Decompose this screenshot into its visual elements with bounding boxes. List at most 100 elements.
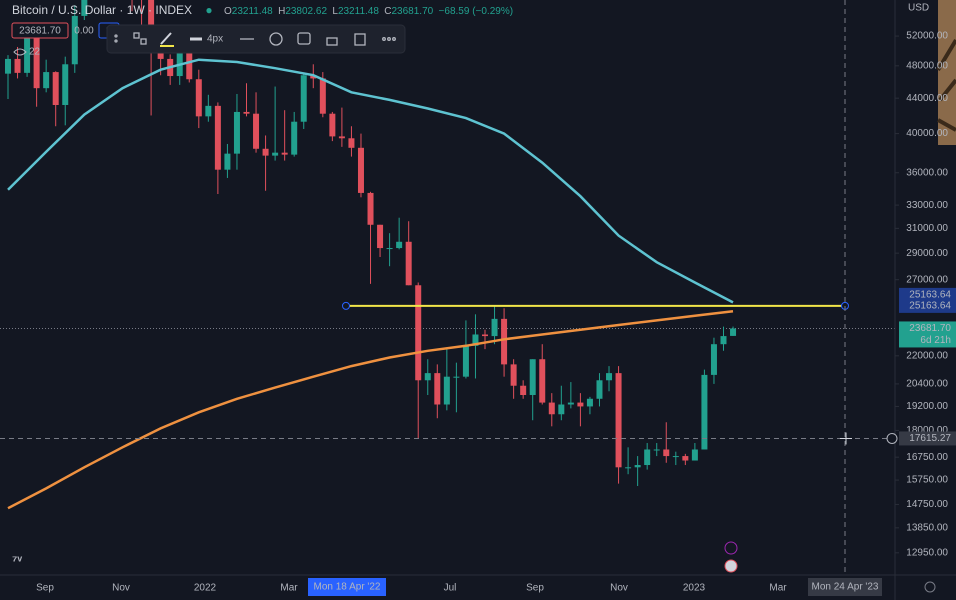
candle-body bbox=[653, 449, 660, 451]
legend: Bitcoin / U.S. Dollar · 1W · INDEX ● O 23… bbox=[12, 3, 513, 17]
c-value: 23681.70 bbox=[391, 6, 433, 17]
sell-price: 23681.70 bbox=[19, 26, 61, 37]
video-thumbnail bbox=[938, 0, 956, 145]
candle-body bbox=[243, 111, 250, 114]
candle-body bbox=[567, 402, 574, 405]
candle-body bbox=[501, 318, 508, 365]
x-tick-label: Mar bbox=[769, 583, 787, 594]
price-label: 25163.64 bbox=[909, 301, 951, 312]
thumbnail-detail bbox=[936, 38, 956, 132]
candle-body bbox=[24, 37, 31, 73]
c-key: C bbox=[384, 6, 391, 17]
candle-body bbox=[71, 15, 78, 65]
candle-body bbox=[434, 373, 441, 405]
y-tick-label: 22000.00 bbox=[906, 350, 948, 361]
candle-body bbox=[262, 148, 269, 156]
candle-body bbox=[224, 153, 231, 170]
indicator-eye[interactable] bbox=[13, 48, 27, 56]
indicator-label: 22 bbox=[29, 47, 41, 58]
price-label-box bbox=[899, 287, 956, 302]
drag-handle bbox=[114, 39, 118, 43]
x-tick-label: 2023 bbox=[683, 583, 706, 594]
moving-average bbox=[7, 58, 734, 304]
alert-icon[interactable] bbox=[297, 32, 311, 45]
y-tick-label: 40000.00 bbox=[906, 128, 948, 139]
add-button[interactable] bbox=[886, 432, 898, 444]
y-tick-label: 44000.00 bbox=[906, 93, 948, 104]
settings-icon[interactable] bbox=[269, 32, 283, 46]
currency: USD bbox=[908, 3, 929, 14]
candle-body bbox=[357, 147, 364, 193]
candle-body bbox=[472, 334, 479, 346]
moving-average bbox=[7, 310, 734, 510]
width-label: 4px bbox=[207, 34, 223, 45]
candle-body bbox=[606, 373, 613, 381]
l-key: L bbox=[332, 6, 338, 17]
drawing-toolbar bbox=[106, 24, 406, 54]
y-tick-label: 31000.00 bbox=[906, 223, 948, 234]
more-icon[interactable] bbox=[382, 37, 386, 41]
candle-body bbox=[625, 467, 632, 469]
candle-body bbox=[491, 318, 498, 337]
symbol: Bitcoin / U.S. Dollar · 1W · INDEX bbox=[12, 3, 192, 17]
candle-body bbox=[586, 398, 593, 407]
logo: ⁷ᵛ bbox=[12, 552, 22, 567]
candle-body bbox=[43, 72, 50, 89]
crosshair-time: Mon 24 Apr '23 bbox=[812, 582, 879, 593]
candle-body bbox=[62, 64, 69, 105]
delete-icon[interactable] bbox=[354, 33, 366, 46]
candle-body bbox=[577, 402, 584, 407]
y-tick-label: 29000.00 bbox=[906, 248, 948, 259]
sell-box[interactable] bbox=[11, 22, 69, 39]
candle-body bbox=[510, 364, 517, 386]
status-dot: ● bbox=[205, 3, 212, 17]
o-key: O bbox=[224, 6, 232, 17]
settings-icon[interactable] bbox=[924, 581, 936, 593]
candle-body bbox=[253, 113, 260, 149]
lock-icon[interactable] bbox=[326, 37, 338, 46]
event-icon[interactable] bbox=[724, 559, 738, 573]
crosshair-price-box bbox=[899, 431, 956, 446]
y-tick-label: 33000.00 bbox=[906, 200, 948, 211]
y-tick-label: 20400.00 bbox=[906, 379, 948, 390]
template-icon[interactable] bbox=[133, 32, 140, 39]
candle-body bbox=[520, 385, 527, 395]
x-tick-label: Nov bbox=[112, 583, 130, 594]
y-tick-label: 52000.00 bbox=[906, 31, 948, 42]
candle-body bbox=[319, 78, 326, 114]
candle-body bbox=[386, 248, 393, 250]
candle-body bbox=[377, 224, 384, 249]
crosshair-time-box bbox=[808, 578, 882, 596]
candle-body bbox=[415, 285, 422, 381]
candle-body bbox=[195, 79, 202, 117]
price-label: 23681.70 bbox=[909, 323, 951, 334]
more-icon bbox=[387, 37, 391, 41]
more-icon bbox=[392, 37, 396, 41]
candle-body bbox=[348, 138, 355, 148]
candle-body bbox=[720, 336, 727, 345]
toolbar-icons bbox=[114, 32, 396, 47]
candle-body bbox=[443, 376, 450, 405]
candle-body bbox=[730, 328, 737, 336]
template-icon bbox=[140, 38, 147, 45]
x-tick-label: Jul bbox=[444, 583, 457, 594]
crosshair-cursor bbox=[840, 432, 852, 445]
event-icon[interactable] bbox=[724, 541, 738, 555]
y-tick-label: 13850.00 bbox=[906, 522, 948, 533]
candle-body bbox=[272, 152, 279, 156]
x-tick-label: Sep bbox=[36, 583, 54, 594]
candle-body bbox=[615, 373, 622, 468]
candle-body bbox=[52, 72, 59, 105]
candle-body bbox=[338, 136, 345, 139]
candle-body bbox=[462, 345, 469, 377]
drag-handle[interactable] bbox=[114, 34, 118, 38]
pencil-icon[interactable] bbox=[160, 32, 172, 45]
line-handle bbox=[342, 301, 350, 310]
candle-body bbox=[367, 192, 374, 225]
x-tick-label: Nov bbox=[610, 583, 628, 594]
x-tick-label: 2022 bbox=[194, 583, 217, 594]
candle-body bbox=[14, 58, 21, 73]
